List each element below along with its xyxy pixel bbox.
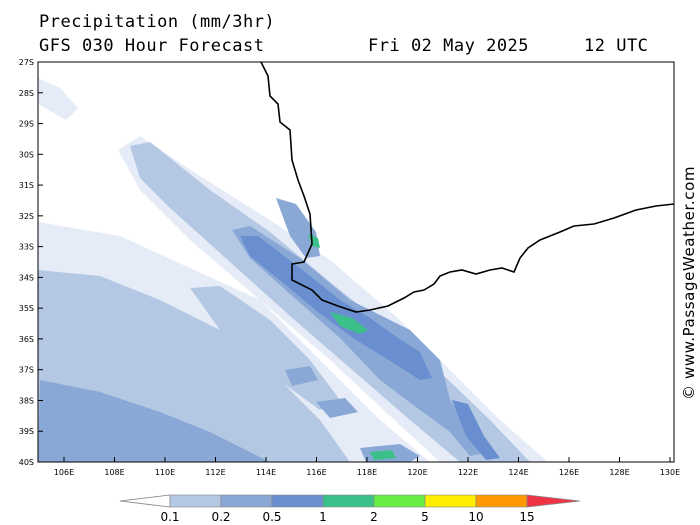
precip-patch-medium-1	[285, 366, 318, 386]
forecast-time: 12 UTC	[584, 36, 649, 56]
lon-tick-label: 120E	[407, 468, 427, 477]
lon-tick-label: 128E	[609, 468, 629, 477]
legend-swatch	[475, 494, 528, 508]
lon-tick-label: 110E	[155, 468, 175, 477]
legend-label: 15	[519, 510, 534, 524]
forecast-label: GFS 030 Hour Forecast	[39, 36, 265, 56]
legend-swatch	[322, 494, 375, 508]
lon-tick-label: 124E	[508, 468, 528, 477]
legend-label: 0.1	[160, 510, 179, 524]
legend-swatch	[220, 494, 273, 508]
lon-tick-label: 114E	[256, 468, 276, 477]
legend-label: 0.2	[211, 510, 230, 524]
coastline	[260, 62, 674, 313]
lat-tick-label: 31S	[19, 181, 34, 190]
lon-tick-label: 112E	[205, 468, 225, 477]
longitude-axis: 106E 108E 110E 112E 114E 116E 118E 120E 122E 124E…	[54, 457, 680, 477]
legend-label: 0.5	[262, 510, 281, 524]
precipitation-field	[38, 62, 674, 462]
lat-tick-label: 29S	[19, 120, 34, 129]
lon-tick-label: 122E	[458, 468, 478, 477]
forecast-date: Fri 02 May 2025	[368, 36, 530, 56]
lat-tick-label: 30S	[19, 150, 34, 159]
lon-tick-label: 116E	[306, 468, 326, 477]
precip-band-dark-main	[240, 236, 432, 380]
lon-tick-label: 130E	[660, 468, 680, 477]
lat-tick-label: 35S	[19, 304, 34, 313]
precip-core-heavy-1	[330, 312, 368, 334]
precip-band-dark-south	[452, 400, 500, 460]
precip-core-heavy-3	[370, 450, 396, 460]
site-credit: © www.PassageWeather.com	[680, 165, 698, 400]
legend-arrow-low	[119, 494, 171, 508]
precip-band-light-nw	[38, 78, 78, 120]
legend-swatch	[169, 494, 222, 508]
lat-tick-label: 38S	[19, 396, 34, 405]
precip-band-medium-south	[38, 380, 270, 462]
legend-swatch	[373, 494, 426, 508]
lat-tick-label: 27S	[19, 58, 34, 67]
precip-band-medium-north	[276, 198, 320, 258]
lat-tick-label: 39S	[19, 427, 34, 436]
lon-tick-label: 126E	[559, 468, 579, 477]
precip-patch-medium-2	[316, 398, 358, 418]
lon-tick-label: 108E	[104, 468, 124, 477]
legend-swatch	[271, 494, 324, 508]
legend-label: 10	[468, 510, 483, 524]
map-frame	[37, 61, 675, 463]
lat-tick-label: 28S	[19, 89, 34, 98]
legend-arrow-high	[526, 494, 581, 508]
legend-label: 2	[370, 510, 378, 524]
lon-tick-label: 118E	[357, 468, 377, 477]
chart-title: Precipitation (mm/3hr)	[39, 12, 276, 32]
lon-tick-label: 106E	[54, 468, 74, 477]
legend-label: 1	[319, 510, 327, 524]
legend-swatch	[424, 494, 477, 508]
lat-tick-label: 32S	[19, 212, 34, 221]
legend-colorbar: 0.1 0.2 0.5 1 2 5 10 15	[119, 494, 581, 524]
lat-tick-label: 34S	[19, 273, 34, 282]
lat-tick-label: 37S	[19, 366, 34, 375]
latitude-axis: 27S 28S 29S 30S 31S 32S 33S 34S 35S 36S 37S 38S 39S 4…	[19, 58, 43, 467]
legend-label: 5	[421, 510, 429, 524]
lat-tick-label: 33S	[19, 243, 34, 252]
lat-tick-label: 36S	[19, 335, 34, 344]
lat-tick-label: 40S	[19, 458, 34, 467]
